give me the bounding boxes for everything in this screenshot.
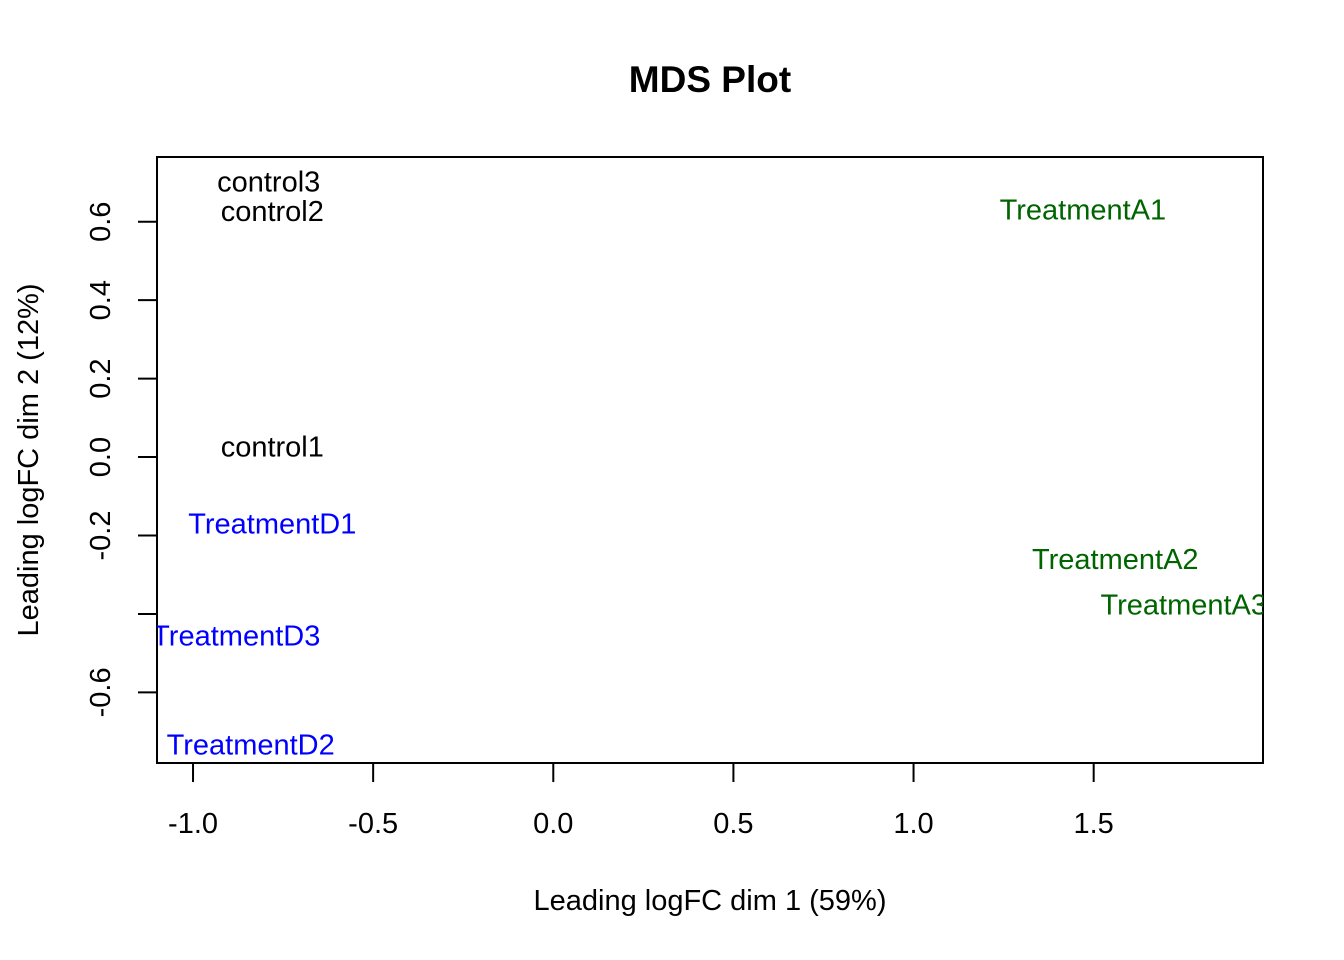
point-label: TreatmentD2 (167, 729, 335, 761)
plot-frame (156, 156, 1264, 764)
y-axis: -0.6 -0.2 0.0 0.2 0.4 0.6 (85, 202, 157, 717)
point-label: control3 (217, 166, 320, 198)
y-tick-label: -0.6 (85, 667, 117, 717)
point-label: TreatmentA3 (1100, 589, 1267, 621)
x-axis-label: Leading logFC dim 1 (59%) (533, 885, 886, 917)
x-tick-label: 0.5 (713, 808, 753, 840)
x-tick-label: 0.0 (533, 808, 573, 840)
x-axis: -1.0 -0.5 0.0 0.5 1.0 1.5 (168, 763, 1114, 840)
y-tick-label: -0.2 (85, 511, 117, 561)
y-tick-label: 0.6 (85, 202, 117, 242)
point-label: control2 (221, 196, 324, 228)
y-tick-label: 0.4 (85, 280, 117, 320)
chart-title: MDS Plot (629, 59, 791, 100)
point-label: control1 (221, 431, 324, 463)
y-tick-label: 0.0 (85, 437, 117, 477)
x-tick-label: -0.5 (348, 808, 398, 840)
point-label: TreatmentD1 (188, 509, 356, 541)
y-axis-label: Leading logFC dim 2 (12%) (13, 283, 45, 636)
x-tick-label: -1.0 (168, 808, 218, 840)
point-label: TreatmentA1 (1000, 195, 1167, 227)
point-label: TreatmentA2 (1032, 544, 1199, 576)
x-tick-label: 1.5 (1074, 808, 1114, 840)
y-tick-label: 0.2 (85, 358, 117, 398)
point-label: TreatmentD3 (152, 621, 320, 653)
x-tick-label: 1.0 (893, 808, 933, 840)
